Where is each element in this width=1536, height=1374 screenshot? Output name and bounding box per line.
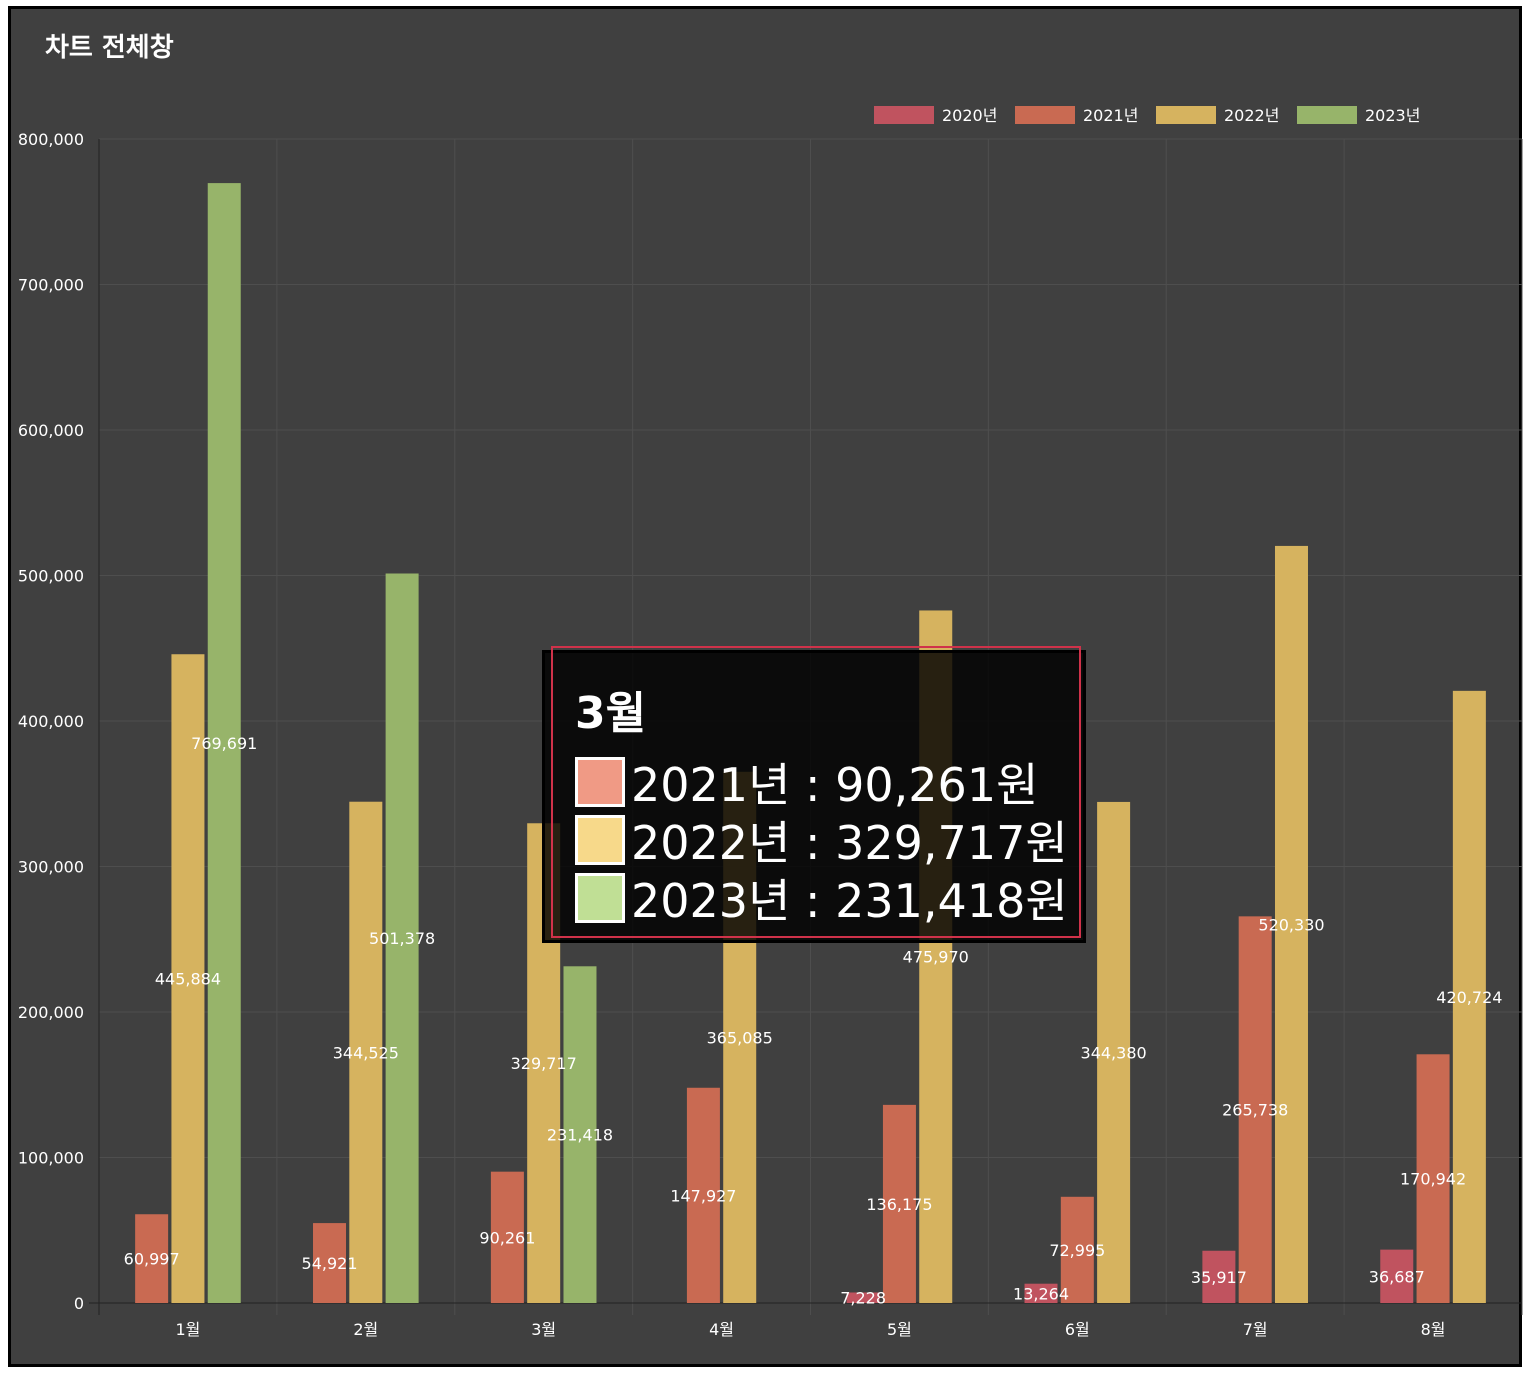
bar-value-label: 365,085	[707, 1028, 773, 1047]
tooltip-title: 3월	[575, 688, 647, 739]
bar-value-label: 136,175	[866, 1195, 932, 1214]
x-tick-label: 7월	[1243, 1320, 1268, 1339]
bar-value-label: 35,917	[1191, 1268, 1247, 1287]
legend-swatch	[1297, 106, 1357, 124]
bar	[207, 183, 241, 1303]
bar	[1416, 1054, 1450, 1303]
x-tick-label: 1월	[175, 1320, 200, 1339]
x-tick-label: 6월	[1065, 1320, 1090, 1339]
bar-value-label: 231,418	[547, 1126, 613, 1145]
bar-value-label: 769,691	[191, 734, 257, 753]
tooltip-row-text: 2023년 : 231,418원	[631, 874, 1068, 928]
bar	[846, 1292, 880, 1303]
bar-value-label: 54,921	[302, 1254, 358, 1273]
bar	[1274, 545, 1308, 1303]
bar-value-label: 7,228	[840, 1289, 886, 1308]
chart-tooltip: 3월 2021년 : 90,261원 2022년 : 329,717원 2023…	[542, 646, 1086, 943]
y-tick-label: 500,000	[18, 567, 84, 586]
bar-value-label: 520,330	[1258, 915, 1324, 934]
legend-label: 2020년	[942, 106, 997, 125]
bar	[1452, 690, 1486, 1303]
bar	[1060, 1196, 1094, 1303]
y-tick-label: 0	[74, 1294, 84, 1313]
bar-value-label: 445,884	[155, 970, 221, 989]
bar-value-label: 90,261	[479, 1228, 535, 1247]
x-tick-label: 4월	[709, 1320, 734, 1339]
bar	[563, 966, 597, 1303]
bar	[1238, 916, 1272, 1303]
bar-value-label: 72,995	[1049, 1241, 1105, 1260]
bar	[1380, 1249, 1414, 1303]
x-tick-label: 3월	[531, 1320, 556, 1339]
bar	[313, 1223, 347, 1303]
bar-value-label: 329,717	[511, 1054, 577, 1073]
y-tick-label: 400,000	[18, 712, 84, 731]
y-tick-label: 800,000	[18, 130, 84, 149]
legend-swatch	[1156, 106, 1216, 124]
tooltip-row: 2023년 : 231,418원	[575, 869, 1068, 928]
bar	[490, 1171, 524, 1303]
tooltip-swatch	[575, 815, 625, 865]
y-tick-label: 100,000	[18, 1149, 84, 1168]
bar-value-label: 265,738	[1222, 1101, 1288, 1120]
bar-value-label: 147,927	[670, 1186, 736, 1205]
tooltip-row: 2022년 : 329,717원	[575, 811, 1068, 870]
y-tick-label: 600,000	[18, 421, 84, 440]
bar-value-label: 36,687	[1369, 1267, 1425, 1286]
bar	[171, 654, 205, 1303]
tooltip-highlight-border	[551, 646, 1081, 938]
legend-swatch	[874, 106, 934, 124]
tooltip-swatch	[575, 873, 625, 923]
bar	[385, 573, 419, 1303]
bar-value-label: 13,264	[1013, 1284, 1069, 1303]
y-tick-label: 300,000	[18, 858, 84, 877]
bar-value-label: 344,380	[1081, 1043, 1147, 1062]
bar	[1024, 1283, 1058, 1303]
bar	[1097, 801, 1131, 1303]
x-tick-label: 2월	[353, 1320, 378, 1339]
y-tick-label: 200,000	[18, 1003, 84, 1022]
bar	[686, 1087, 720, 1303]
bar	[1202, 1250, 1236, 1303]
bar	[349, 801, 383, 1303]
y-tick-label: 700,000	[18, 276, 84, 295]
window-title: 차트 전체창	[45, 33, 174, 63]
bar-value-label: 420,724	[1436, 988, 1502, 1007]
tooltip-row-text: 2022년 : 329,717원	[631, 816, 1068, 870]
legend-swatch	[1015, 106, 1075, 124]
bar-value-label: 344,525	[333, 1043, 399, 1062]
legend-label: 2021년	[1083, 106, 1138, 125]
tooltip-row-text: 2021년 : 90,261원	[631, 758, 1039, 812]
bar-value-label: 475,970	[903, 948, 969, 967]
bar	[882, 1104, 916, 1303]
bar	[135, 1214, 169, 1303]
x-tick-label: 5월	[887, 1320, 912, 1339]
legend-label: 2023년	[1365, 106, 1420, 125]
legend-label: 2022년	[1224, 106, 1279, 125]
bar-value-label: 170,942	[1400, 1170, 1466, 1189]
x-tick-label: 8월	[1421, 1320, 1446, 1339]
tooltip-swatch	[575, 757, 625, 807]
bar-value-label: 501,378	[369, 929, 435, 948]
bar-value-label: 60,997	[124, 1250, 180, 1269]
tooltip-row: 2021년 : 90,261원	[575, 753, 1038, 812]
